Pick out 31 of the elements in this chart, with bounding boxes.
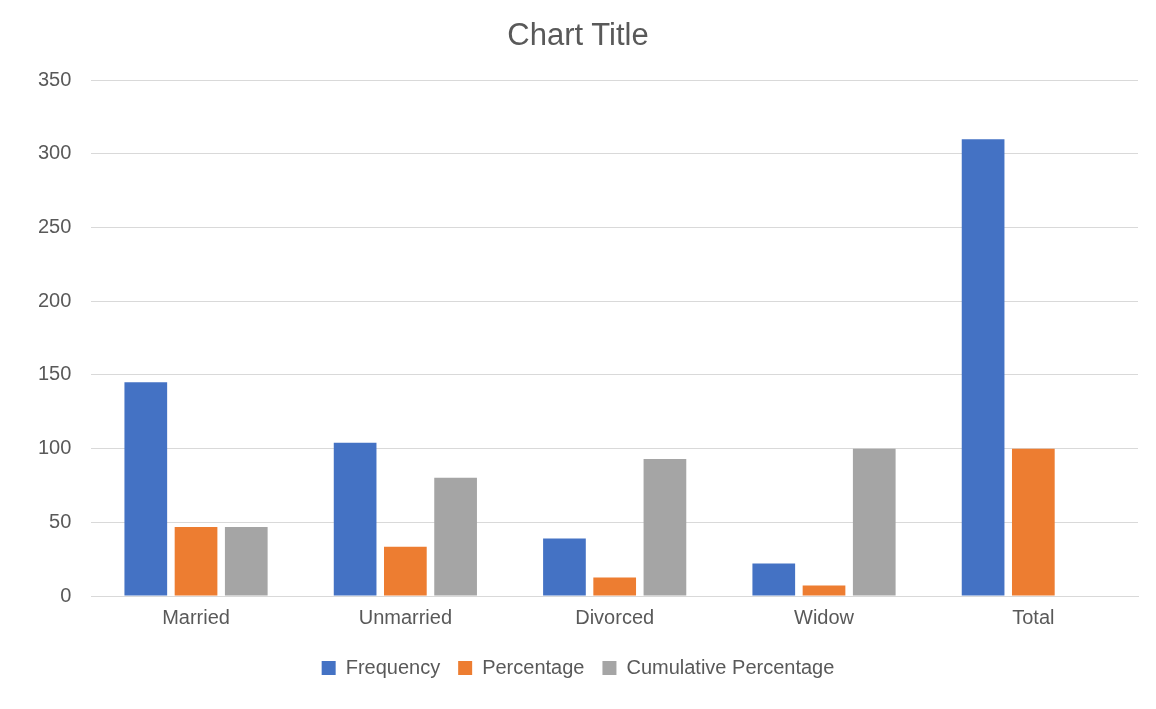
y-tick-label: 300 <box>37 141 72 164</box>
bar <box>752 563 796 596</box>
bar <box>434 477 477 596</box>
y-tick-label: 0 <box>60 583 72 606</box>
y-tick-label: 200 <box>37 288 72 311</box>
bar <box>543 538 586 596</box>
bar <box>961 139 1005 596</box>
x-tick-label: Unmarried <box>358 605 453 628</box>
legend-label: Cumulative Percentage <box>626 655 835 678</box>
x-tick-label: Divorced <box>575 605 655 628</box>
y-tick-label: 350 <box>37 67 72 90</box>
bar <box>1011 448 1055 596</box>
bar <box>333 442 377 596</box>
bar <box>852 448 896 596</box>
bar <box>224 527 268 596</box>
x-tick-label: Married <box>162 605 230 628</box>
bar <box>643 459 687 596</box>
bar <box>124 382 168 596</box>
bar <box>384 546 427 596</box>
legend-label: Percentage <box>482 655 585 678</box>
chart-title: Chart Title <box>507 17 649 53</box>
bar <box>174 527 218 596</box>
bar <box>802 585 846 596</box>
x-tick-label: Widow <box>794 605 855 628</box>
y-tick-label: 150 <box>37 362 72 385</box>
legend-label: Frequency <box>345 655 441 678</box>
x-tick-label: Total <box>1012 605 1055 628</box>
y-tick-label: 250 <box>37 215 72 238</box>
y-tick-label: 50 <box>49 509 72 532</box>
bar <box>593 577 637 596</box>
y-tick-label: 100 <box>37 436 72 459</box>
